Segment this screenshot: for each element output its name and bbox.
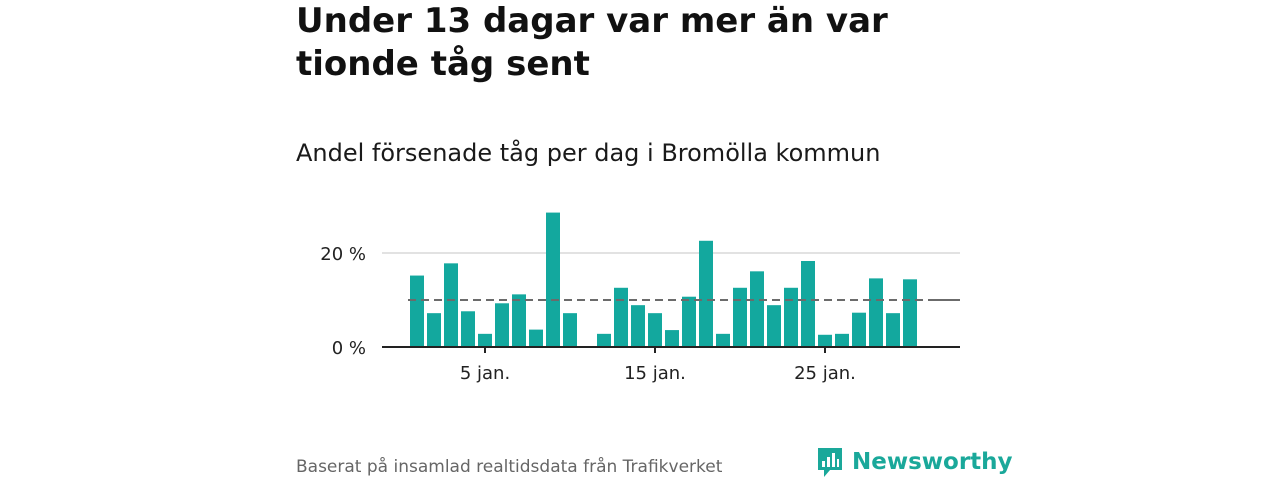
chart-title: Under 13 dagar var mer än var tionde tåg… [296, 1, 888, 84]
source-note: Baserat på insamlad realtidsdata från Tr… [296, 457, 723, 477]
bar [427, 313, 441, 347]
bar-chart: 0 % 20 % 5 jan. 15 jan. 25 jan. [320, 212, 960, 384]
bar [801, 260, 815, 347]
bar [750, 271, 764, 347]
bar [682, 296, 696, 347]
bar [478, 333, 492, 347]
x-tick-label: 5 jan. [460, 363, 510, 384]
bar [665, 330, 679, 347]
brand-name: Newsworthy [852, 449, 1013, 475]
bar [512, 294, 526, 347]
bar [563, 313, 577, 347]
bar [818, 334, 832, 347]
bars-layer [410, 212, 917, 347]
bar [614, 287, 628, 347]
bar [444, 263, 458, 347]
bar [461, 311, 475, 347]
bar [648, 313, 662, 347]
bar [835, 333, 849, 347]
bar [529, 329, 543, 347]
bar [903, 279, 917, 347]
x-tick-label: 15 jan. [624, 363, 686, 384]
bar [869, 278, 883, 347]
brand-logo: Newsworthy [816, 446, 1013, 478]
bar [733, 287, 747, 347]
bar [767, 305, 781, 347]
y-tick-label: 0 % [332, 338, 366, 359]
bar [546, 212, 560, 347]
x-tick-label: 25 jan. [794, 363, 856, 384]
bar [784, 287, 798, 347]
bar [597, 333, 611, 347]
bar [410, 275, 424, 347]
axis-layer: 0 % 20 % 5 jan. 15 jan. 25 jan. [320, 244, 960, 384]
bar [495, 303, 509, 347]
bar [631, 305, 645, 347]
chart-subtitle: Andel försenade tåg per dag i Bromölla k… [296, 139, 881, 167]
bar [886, 313, 900, 347]
bar [716, 333, 730, 347]
bar [699, 240, 713, 347]
bar [852, 312, 866, 347]
y-tick-label: 20 % [320, 244, 366, 265]
newsworthy-logo-icon [818, 448, 842, 477]
